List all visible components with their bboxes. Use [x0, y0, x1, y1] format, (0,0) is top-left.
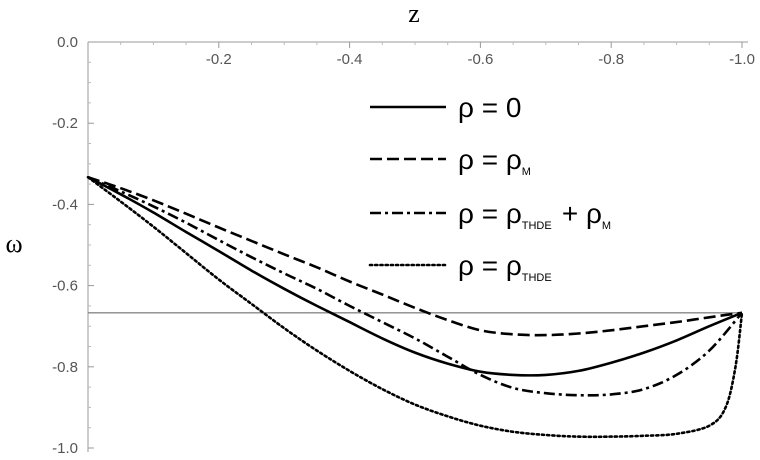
- legend-label-part: ρ = ρ: [458, 144, 522, 175]
- series-line-dashdot: [87, 176, 743, 397]
- series-line-solid: [87, 176, 743, 377]
- series-group: [86, 175, 744, 439]
- x-tick-label: -0.4: [337, 51, 363, 68]
- legend-label-baseline: [531, 144, 533, 175]
- x-tick-label: -0.2: [206, 51, 232, 68]
- legend: ρ = 0ρ = ρM ρ = ρTHDE + ρM ρ = ρTHDE: [368, 92, 613, 284]
- series-line-dashed: [87, 175, 743, 337]
- legend-label-part: ρ = 0: [458, 92, 521, 123]
- x-tick-label: -0.6: [467, 51, 493, 68]
- x-axis-title: z: [408, 0, 420, 28]
- legend-label-subscript: M: [522, 166, 531, 178]
- y-tick-label: -0.6: [52, 278, 78, 295]
- x-tick-label: -1.0: [729, 51, 755, 68]
- legend-label-part: ρ = ρ: [458, 250, 522, 281]
- axes-frame: -0.2 -0.4 -0.6 -0.8 -1.0 0.0 -0.2 -0.4 -0.6 -0.8 -…: [52, 34, 755, 457]
- legend-label: ρ = 0: [458, 92, 521, 123]
- y-tick-label: -0.2: [52, 115, 78, 132]
- y-tick-label: -0.8: [52, 359, 78, 376]
- x-tick-label: -0.8: [598, 51, 624, 68]
- y-tick-label: -0.4: [52, 196, 78, 213]
- series-line-dotted: [86, 175, 744, 439]
- legend-label-subscript: THDE: [522, 272, 552, 284]
- legend-label-baseline: [552, 250, 554, 281]
- legend-label-subscript: M: [602, 220, 611, 232]
- y-tick-label: 0.0: [57, 34, 78, 51]
- legend-label: ρ = ρTHDE: [458, 250, 554, 284]
- legend-label-part: ρ = ρ: [458, 198, 522, 229]
- legend-label-baseline: [611, 198, 613, 229]
- legend-label: ρ = ρM: [458, 144, 533, 178]
- legend-label: ρ = ρTHDE + ρM: [458, 198, 613, 232]
- legend-label-subscript: THDE: [522, 220, 552, 232]
- y-tick-label: -1.0: [52, 440, 78, 457]
- y-axis-title: ω: [5, 229, 22, 258]
- legend-label-part: + ρ: [554, 198, 602, 229]
